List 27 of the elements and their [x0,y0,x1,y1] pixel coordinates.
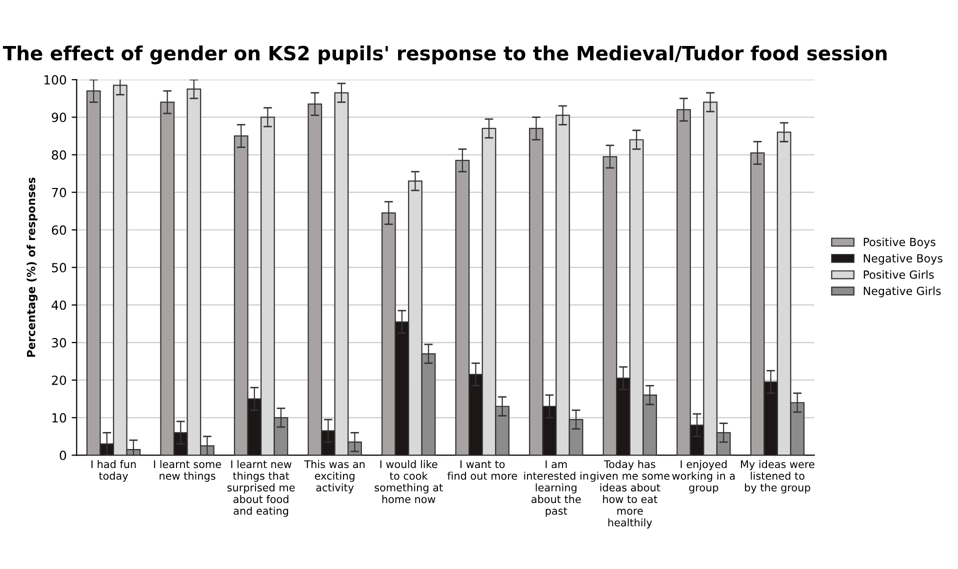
y-tick-label: 40 [52,300,66,310]
y-tick-label: 0 [60,450,66,460]
x-tick-label: Today has given me some ideas about how to eat more healthily [590,460,670,528]
y-tick-label: 60 [52,225,66,235]
y-axis-title: Percentage (%) of responses [26,178,38,357]
x-tick-label: I learnt some new things [154,460,221,482]
y-tick-label: 90 [52,112,66,122]
y-tick-label: 20 [52,376,66,386]
legend-label: Positive Boys [864,238,936,248]
legend-label: Positive Girls [864,270,934,279]
legend-label: Negative Girls [864,286,941,298]
x-tick-label: My ideas were listened to by the group [740,460,814,494]
x-tick-label: I had fun today [91,460,136,482]
chart-title: The effect of gender on KS2 pupils' response to the Medieval/Tudor food session [2,45,887,64]
y-tick-label: 30 [52,338,66,348]
y-tick-label: 10 [52,413,66,423]
y-tick-label: 80 [52,150,66,160]
y-tick-label: 50 [52,262,66,272]
x-tick-label: I learnt new things that surprised me about food and eating [227,460,295,517]
x-tick-label: I am interested in learning about the past [524,460,588,517]
x-tick-label: I enjoyed working in a group [672,460,735,494]
legend-label: Negative Boys [864,254,942,265]
x-tick-label: This was an exciting activity [304,460,365,494]
x-tick-label: I would like to cook something at home now [374,460,443,504]
y-tick-label: 70 [52,188,66,198]
x-tick-label: I want to find out more [447,460,518,480]
y-tick-label: 100 [44,75,66,85]
